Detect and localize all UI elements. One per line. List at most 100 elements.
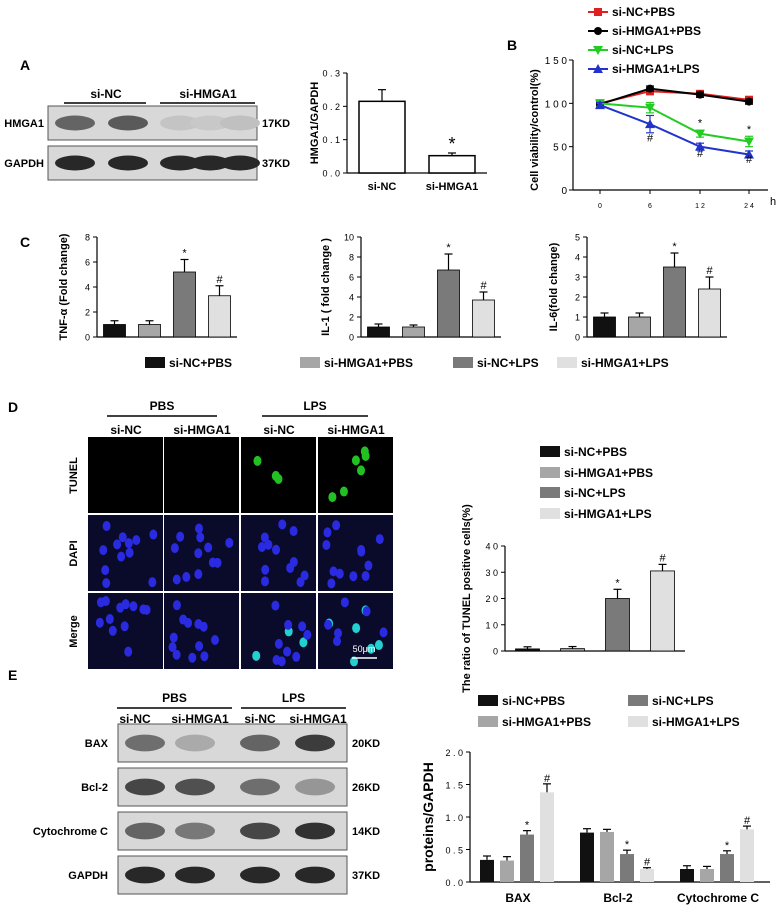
bar xyxy=(628,316,651,338)
legend-swatch xyxy=(145,357,165,368)
legend-panel-c: si-NC+PBS si-HMGA1+PBS si-NC+LPS si-HMGA1+L… xyxy=(145,356,669,370)
significance-mark: * xyxy=(446,242,451,254)
nucleus xyxy=(261,576,270,587)
category-label: si-HMGA1 xyxy=(426,181,479,193)
legend-swatch xyxy=(300,357,320,368)
nucleus xyxy=(149,529,158,540)
y-tick-label: 2 xyxy=(85,308,90,318)
micrograph-row-label: Merge xyxy=(68,615,80,647)
nucleus xyxy=(375,534,384,545)
blot-band xyxy=(125,822,165,840)
data-point xyxy=(745,97,753,106)
series-line xyxy=(599,102,750,143)
significance-mark: # xyxy=(744,815,751,827)
legend-panel-e: si-NC+PBS si-HMGA1+PBS si-NC+LPS si-HMGA1+L… xyxy=(478,694,740,729)
blot-row-label: GAPDH xyxy=(4,158,44,170)
nucleus xyxy=(102,521,111,532)
micrograph-row-label: DAPI xyxy=(68,540,80,566)
significance-mark: * xyxy=(672,241,677,253)
nucleus xyxy=(333,636,342,647)
nucleus xyxy=(261,564,270,575)
nucleus xyxy=(113,539,122,550)
bar xyxy=(698,288,721,338)
y-tick-label: 1 5 0 xyxy=(545,56,568,67)
significance-mark: # xyxy=(647,132,654,144)
x-tick-label: 2 4 xyxy=(744,203,754,210)
nucleus xyxy=(195,523,204,534)
bar xyxy=(402,326,425,338)
nucleus xyxy=(195,641,204,652)
significance-mark: * xyxy=(698,118,703,130)
nucleus xyxy=(125,547,134,558)
legend-label: si-HMGA1+LPS xyxy=(581,356,669,370)
nucleus xyxy=(284,619,293,630)
blot-band xyxy=(175,734,215,752)
y-tick-label: 1 0 xyxy=(485,620,498,630)
significance-mark: # xyxy=(216,274,223,286)
bar xyxy=(700,869,714,882)
blot-band xyxy=(295,778,335,796)
nucleus xyxy=(139,604,148,615)
y-tick-label: 4 0 xyxy=(485,542,498,552)
chart-tnf-alpha: 0 2 4 6 8 TNF-α (Fold change) * # xyxy=(58,233,237,343)
y-tick-label: 5 xyxy=(575,233,580,243)
blot-row-label: BAX xyxy=(85,738,109,750)
y-tick-label: 0 xyxy=(561,186,567,197)
legend-swatch xyxy=(453,357,473,368)
y-tick-label: 1 . 0 xyxy=(445,813,463,823)
legend-swatch xyxy=(540,508,560,519)
significance-mark: # xyxy=(644,857,651,869)
bar xyxy=(740,829,754,882)
group-label: PBS xyxy=(150,399,175,413)
nucleus xyxy=(118,532,127,543)
micrograph-panel xyxy=(164,437,239,513)
nucleus xyxy=(179,614,188,625)
legend-label: si-HMGA1+PBS xyxy=(612,24,701,38)
y-tick-label: 2 0 xyxy=(485,594,498,604)
bar xyxy=(540,792,554,882)
y-tick-label: 6 xyxy=(85,258,90,268)
blot-row-label: GAPDH xyxy=(68,870,108,882)
y-tick-label: 3 0 xyxy=(485,568,498,578)
legend-swatch xyxy=(557,357,577,368)
blot-band xyxy=(125,866,165,884)
blot-band xyxy=(175,866,215,884)
nucleus xyxy=(303,629,312,640)
nucleus xyxy=(182,571,191,582)
significance-mark: # xyxy=(480,280,487,292)
nucleus xyxy=(298,621,307,632)
y-axis-label: IL-6(fold change) xyxy=(548,242,560,331)
blot-header: si-HMGA1 xyxy=(179,87,237,101)
data-point xyxy=(645,119,655,129)
data-point xyxy=(695,141,705,151)
significance-mark: * xyxy=(747,124,752,136)
legend-label: si-NC+LPS xyxy=(477,356,539,370)
bar xyxy=(620,854,634,882)
blot-band xyxy=(160,155,200,171)
bar xyxy=(605,598,630,652)
legend-swatch xyxy=(478,716,498,727)
nucleus xyxy=(329,566,338,577)
blot-band xyxy=(240,822,280,840)
blot-band xyxy=(125,734,165,752)
blot-band xyxy=(240,734,280,752)
blot-band xyxy=(55,115,95,131)
panel-letter-e: E xyxy=(8,667,17,683)
legend-marker xyxy=(594,27,602,35)
nucleus xyxy=(289,526,298,537)
x-tick-label: 0 xyxy=(598,203,602,210)
data-point xyxy=(744,137,754,147)
blot-kd-label: 20KD xyxy=(352,738,380,750)
blot-band xyxy=(160,115,200,131)
nucleus xyxy=(324,619,333,630)
significance-mark: # xyxy=(697,148,704,160)
nucleus xyxy=(95,617,104,628)
series-line xyxy=(599,87,750,106)
nucleus xyxy=(200,651,209,662)
nucleus xyxy=(340,597,349,608)
y-axis-label: The ratio of TUNEL positive cells(%) xyxy=(461,504,473,693)
x-unit-label: h xyxy=(770,196,776,208)
nucleus xyxy=(367,643,376,654)
y-tick-label: 0 xyxy=(575,333,580,343)
